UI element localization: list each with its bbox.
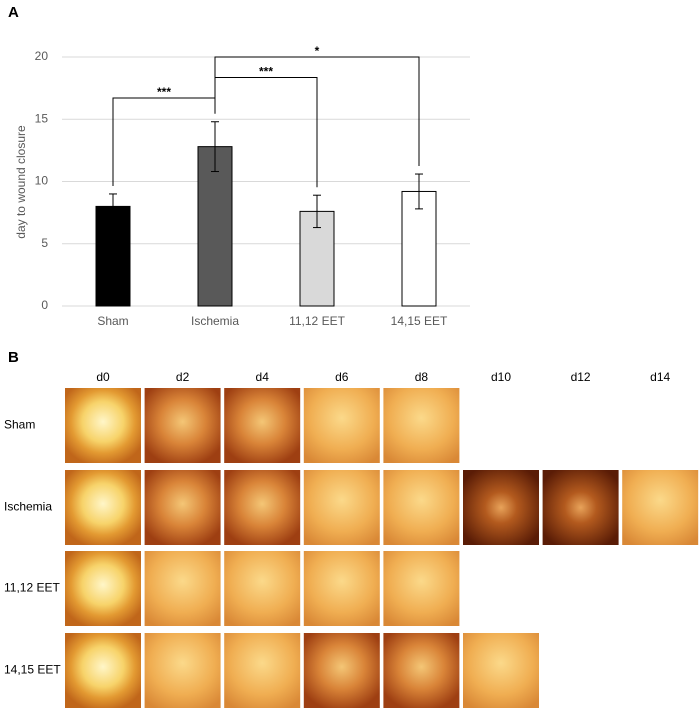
error-bar [109,193,117,220]
wound-photo [65,470,141,545]
column-label: d14 [650,370,670,384]
x-tick-label: 14,15 EET [391,314,448,328]
x-tick-label: Ischemia [191,314,239,328]
wound-photo [383,551,460,626]
error-bar [313,194,321,229]
bracket-line [112,97,216,186]
panel-label: A [8,4,19,21]
significance-bracket: *** [112,85,216,186]
wound-photo [303,551,380,626]
y-tick-label: 20 [35,49,49,63]
wound-photo [383,633,460,708]
y-tick-label: 5 [41,236,48,250]
row-label: 14,15 EET [4,663,61,677]
photo-grid: d0 d2 d4 d6 d8 d10 d12 d14 Sham Ischemia 11,12 EET… [4,370,699,708]
y-tick-label: 0 [41,298,48,312]
error-bar [415,173,423,210]
row-label: Sham [4,418,35,432]
wound-photo [542,470,619,545]
wound-photo [224,388,301,463]
y-tick-label: 15 [35,111,49,125]
wound-photo [65,388,141,463]
wound-photo [463,470,539,545]
bracket-line [214,56,420,167]
significance-label: *** [157,85,171,99]
column-label: d0 [96,370,110,384]
bar [197,146,233,307]
wound-photo [622,470,699,545]
column-label: d8 [415,370,429,384]
wound-photo [144,551,221,626]
wound-photo [65,633,141,708]
row-label: 11,12 EET [4,581,60,595]
wound-photo [224,470,301,545]
x-tick-label: Sham [97,314,128,328]
column-label: d12 [571,370,591,384]
x-tick-label: 11,12 EET [289,314,345,328]
error-bar [211,121,219,173]
significance-label: * [315,44,320,58]
bar [95,205,131,307]
wound-photo [383,388,460,463]
column-label: d6 [335,370,349,384]
bracket-line [214,77,318,188]
row-label: Ischemia [4,500,52,514]
significance-bracket: * [214,44,420,167]
wound-photo [303,633,380,708]
column-label: d10 [491,370,511,384]
wound-photo [224,633,301,708]
wound-photo [65,551,141,626]
y-axis-label: day to wound closure [14,125,28,239]
y-tick-label: 10 [35,174,49,188]
panel-label: B [8,349,19,366]
wound-photo [463,633,539,708]
wound-photo [383,470,460,545]
wound-photo [144,470,221,545]
column-label: d4 [256,370,270,384]
wound-photo [224,551,301,626]
wound-photo [303,388,380,463]
significance-label: *** [259,65,273,79]
wound-photo [144,633,221,708]
wound-photo [144,388,221,463]
bar [401,190,437,307]
column-label: d2 [176,370,190,384]
wound-photo [303,470,380,545]
significance-bracket: *** [214,65,318,188]
